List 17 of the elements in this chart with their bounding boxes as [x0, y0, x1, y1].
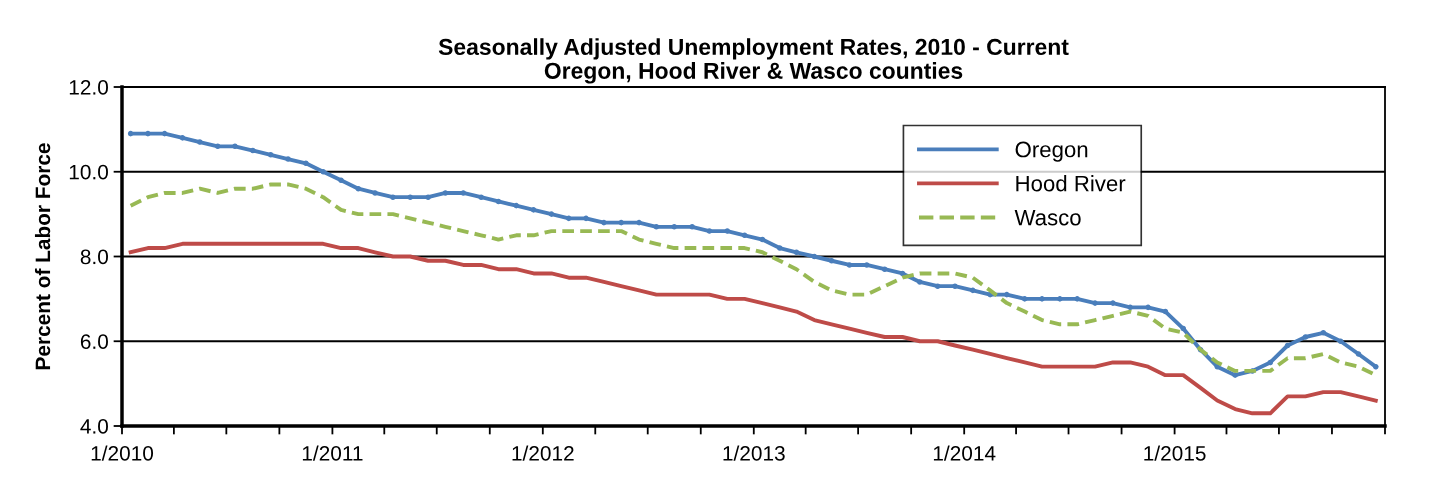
y-axis-title: Percent of Labor Force [34, 143, 51, 370]
y-tick-label: 4.0 [80, 419, 108, 434]
x-tick-label: 1/2015 [1144, 445, 1206, 461]
line-series [128, 241, 1378, 416]
x-tick-label: 1/2011 [302, 445, 363, 461]
x-tick-label: 1/2013 [723, 445, 785, 461]
x-tick-label: 1/2014 [933, 445, 996, 461]
legend-label: Oregon [1015, 141, 1088, 162]
legend-label: Hood River [1016, 175, 1126, 192]
y-tick-label: 6.0 [80, 334, 108, 349]
x-tick-label: 1/2010 [91, 445, 154, 461]
y-tick-label: 12.0 [69, 80, 108, 95]
chart-title: Seasonally Adjusted Unemployment Rates, 2010 - Current Oregon, Hood River & Wasco counties [438, 38, 1069, 84]
x-tick-label: 1/2012 [512, 445, 574, 461]
y-tick-label: 10.0 [69, 164, 108, 180]
y-tick-label: 8.0 [80, 249, 108, 265]
legend-label: Wasco [1014, 209, 1081, 226]
